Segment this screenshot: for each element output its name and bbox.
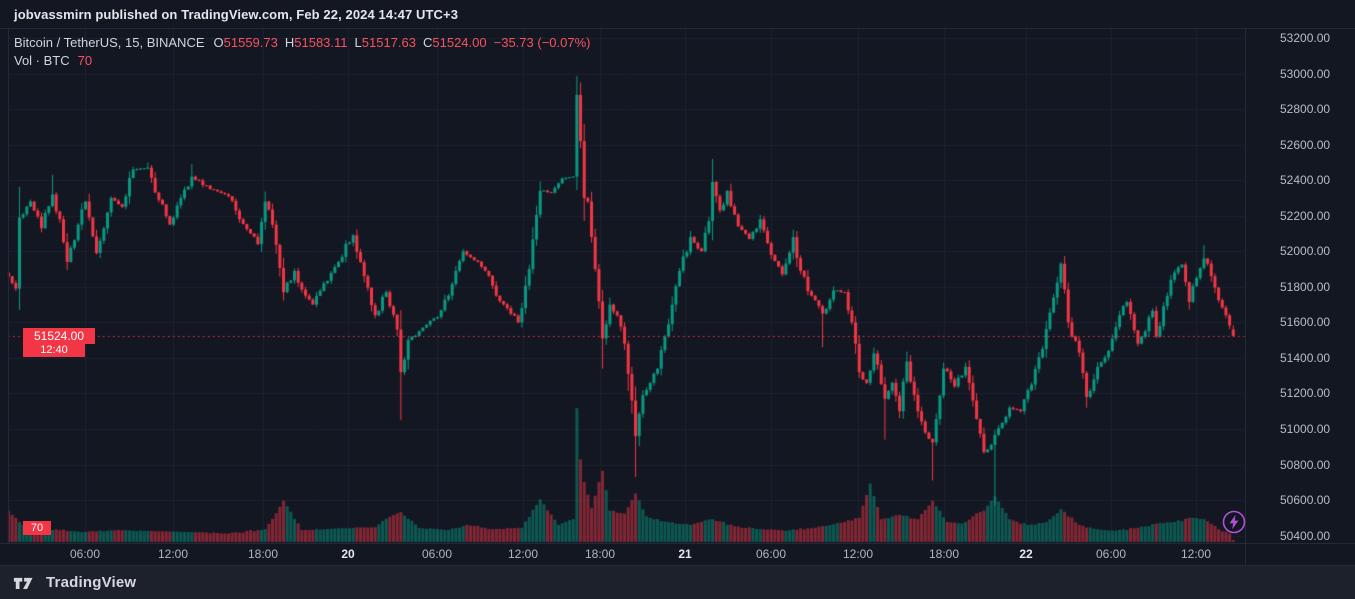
pane-bottom-border xyxy=(0,543,1355,544)
volume-row-value: 70 xyxy=(77,53,93,68)
price-axis-label: 51600.00 xyxy=(1280,315,1331,330)
pane-top-border xyxy=(0,28,1355,29)
close-key: C xyxy=(423,35,433,50)
symbol-title[interactable]: Bitcoin / TetherUS, 15, BINANCE xyxy=(14,35,205,50)
price-axis-label: 50400.00 xyxy=(1280,528,1331,543)
high-key: H xyxy=(284,35,295,50)
volume-row-label: Vol · BTC xyxy=(14,53,70,68)
open-key: O xyxy=(213,35,224,50)
time-axis-label: 12:00 xyxy=(507,547,539,561)
time-axis-label: 18:00 xyxy=(247,547,279,561)
time-axis-label: 06:00 xyxy=(755,547,787,561)
chart-legend: Bitcoin / TetherUS, 15, BINANCE O 51559.7… xyxy=(14,34,590,69)
price-axis-label: 50800.00 xyxy=(1280,457,1331,472)
time-axis-label: 06:00 xyxy=(69,547,101,561)
price-axis-label: 51800.00 xyxy=(1280,279,1331,294)
low-key: L xyxy=(354,35,362,50)
time-axis-day-label: 22 xyxy=(1019,547,1033,561)
time-axis-label: 18:00 xyxy=(584,547,616,561)
current-price-label: 51524.00 xyxy=(23,327,95,344)
price-axis-label: 50600.00 xyxy=(1280,493,1331,508)
price-axis-label: 52600.00 xyxy=(1280,137,1331,152)
tradingview-logo[interactable]: TradingView xyxy=(13,574,136,591)
time-axis-label: 06:00 xyxy=(421,547,453,561)
quick-action-button[interactable] xyxy=(1221,509,1247,535)
tradingview-logo-icon xyxy=(13,577,33,589)
price-axis[interactable]: 53200.00 53000.00 52800.00 52600.00 52400.00… xyxy=(1246,28,1355,543)
tradingview-brand-text: TradingView xyxy=(46,574,137,591)
candle-countdown-label: 12:40 xyxy=(23,343,85,357)
open-value: 51559.73 xyxy=(223,35,278,50)
time-axis-label: 12:00 xyxy=(842,547,874,561)
footer-bar: TradingView xyxy=(0,566,1355,599)
price-axis-label: 52400.00 xyxy=(1280,173,1331,188)
time-axis-day-label: 20 xyxy=(341,547,355,561)
price-axis-label: 53200.00 xyxy=(1280,31,1331,45)
time-axis-label: 18:00 xyxy=(928,547,960,561)
low-value: 51517.63 xyxy=(361,35,416,50)
change-value: −35.73 (−0.07%) xyxy=(493,35,591,50)
price-axis-label: 51200.00 xyxy=(1280,386,1331,401)
price-axis-label: 52000.00 xyxy=(1280,244,1331,259)
current-volume-label: 70 xyxy=(23,521,51,535)
pane-left-border xyxy=(8,28,9,543)
time-axis-label: 06:00 xyxy=(1095,547,1127,561)
time-axis-label: 12:00 xyxy=(1180,547,1212,561)
price-axis-border xyxy=(1245,28,1246,565)
lightning-icon xyxy=(1222,510,1246,534)
time-axis[interactable]: 06:00 12:00 18:00 20 06:00 12:00 18:00 21 06:00 1… xyxy=(0,543,1355,565)
price-axis-label: 52800.00 xyxy=(1280,102,1331,117)
price-axis-label: 51400.00 xyxy=(1280,350,1331,365)
time-axis-day-label: 21 xyxy=(678,547,692,561)
price-axis-label: 53000.00 xyxy=(1280,66,1331,81)
price-axis-label: 51000.00 xyxy=(1280,422,1331,436)
time-axis-label: 12:00 xyxy=(157,547,189,561)
high-value: 51583.11 xyxy=(294,35,348,50)
close-value: 51524.00 xyxy=(432,35,487,50)
price-axis-label: 52200.00 xyxy=(1280,208,1331,223)
footer-top-border xyxy=(0,565,1355,566)
